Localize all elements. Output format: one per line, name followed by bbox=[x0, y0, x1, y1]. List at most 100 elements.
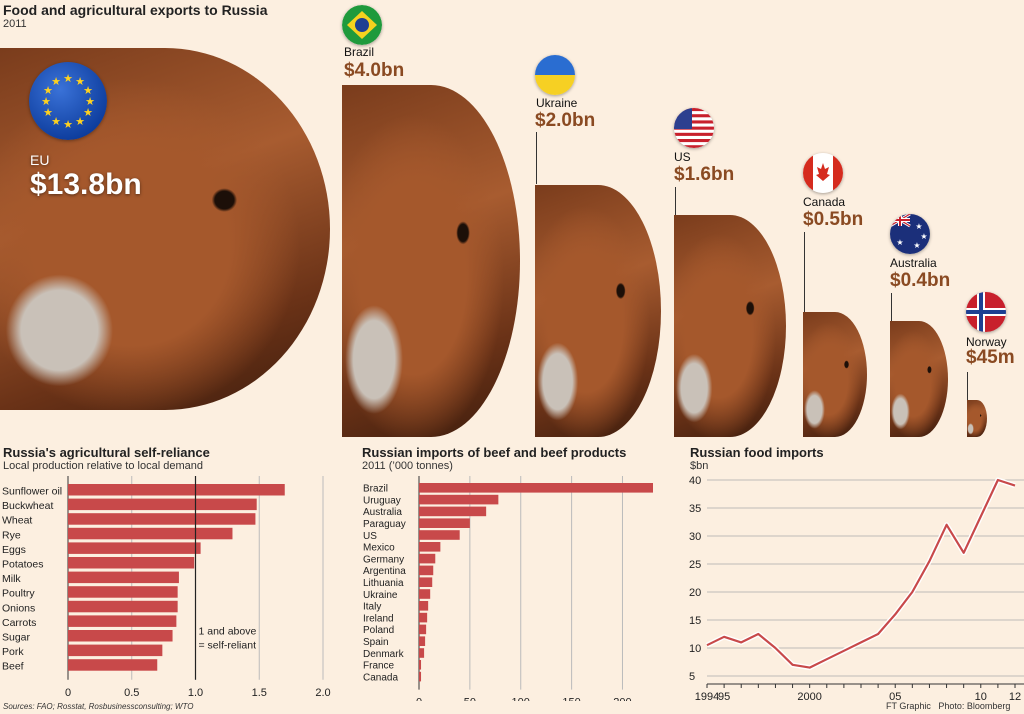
category-label: Sugar bbox=[2, 632, 31, 644]
exporter-name-eu: EU bbox=[30, 152, 50, 168]
chart2-title: Russian imports of beef and beef product… bbox=[362, 445, 627, 460]
category-label: Italy bbox=[363, 602, 381, 613]
exporter-value-eu: $13.8bn bbox=[30, 168, 142, 201]
bar bbox=[419, 589, 431, 599]
category-label: Wheat bbox=[2, 515, 32, 527]
category-label: Ukraine bbox=[363, 590, 398, 601]
y-tick-label: 10 bbox=[689, 643, 701, 655]
exporter-value-us: $1.6bn bbox=[674, 164, 735, 185]
chart1-subtitle: Local production relative to local deman… bbox=[3, 460, 203, 472]
us-leader-line bbox=[675, 187, 676, 215]
bar bbox=[419, 506, 487, 517]
category-label: Carrots bbox=[2, 617, 36, 629]
x-tick-label: 95 bbox=[718, 691, 730, 702]
category-label: Sunflower oil bbox=[2, 486, 62, 498]
page-title: Food and agricultural exports to Russia bbox=[3, 2, 268, 18]
brazil-flag-icon bbox=[342, 5, 382, 45]
bar bbox=[68, 527, 233, 540]
bar bbox=[68, 630, 173, 642]
bar bbox=[68, 600, 178, 613]
chart1-title: Russia's agricultural self-reliance bbox=[3, 445, 210, 460]
x-tick-label: 200 bbox=[613, 697, 631, 701]
category-label: Canada bbox=[363, 672, 398, 683]
x-tick-label: 150 bbox=[562, 697, 580, 701]
category-label: Uruguay bbox=[363, 495, 401, 506]
category-label: Milk bbox=[2, 573, 21, 585]
exporter-name-us: US bbox=[674, 150, 691, 164]
australia-photo-wedge bbox=[890, 321, 948, 437]
category-label: Australia bbox=[363, 507, 402, 518]
svg-text:★: ★ bbox=[43, 85, 53, 97]
x-tick-label: 0 bbox=[416, 697, 422, 701]
australia-flag-icon: ★ ★ ★ ★ bbox=[890, 214, 930, 254]
category-label: US bbox=[363, 531, 377, 542]
svg-text:★: ★ bbox=[83, 107, 93, 119]
svg-text:★: ★ bbox=[915, 222, 922, 231]
svg-text:★: ★ bbox=[75, 76, 85, 88]
norway-leader-line bbox=[967, 372, 968, 400]
x-tick-label: 1.5 bbox=[252, 687, 267, 699]
category-label: Mexico bbox=[363, 543, 395, 554]
chart3-ylabel: $bn bbox=[690, 460, 709, 472]
australia-leader-line bbox=[891, 293, 892, 321]
svg-text:★: ★ bbox=[85, 96, 95, 108]
category-label: Argentina bbox=[363, 566, 406, 577]
exporter-name-canada: Canada bbox=[803, 195, 846, 209]
annotation-line-2: = self-reliant bbox=[199, 640, 257, 652]
svg-text:★: ★ bbox=[75, 116, 85, 128]
x-tick-label: 100 bbox=[512, 697, 530, 701]
bar bbox=[68, 586, 178, 598]
exporter-name-australia: Australia bbox=[890, 256, 937, 270]
category-label: Pork bbox=[2, 646, 24, 658]
bar bbox=[419, 518, 470, 528]
eu-flag-icon: ★ ★ ★ ★ ★ ★ ★ ★ ★ ★ ★ ★ bbox=[29, 62, 107, 140]
annotation-line-1: 1 and above bbox=[199, 626, 257, 638]
bar bbox=[68, 484, 285, 496]
bar bbox=[419, 483, 653, 493]
exporter-value-brazil: $4.0bn bbox=[344, 60, 405, 81]
y-tick-label: 30 bbox=[689, 531, 701, 543]
y-tick-label: 5 bbox=[689, 671, 695, 683]
canada-flag-icon bbox=[803, 153, 843, 193]
category-label: Rye bbox=[2, 529, 21, 541]
y-tick-label: 35 bbox=[689, 503, 701, 515]
bar bbox=[68, 498, 257, 511]
chart2-subtitle: 2011 (’000 tonnes) bbox=[362, 460, 453, 472]
series-line bbox=[706, 478, 1016, 669]
category-label: Buckwheat bbox=[2, 500, 53, 512]
canada-leader-line bbox=[804, 232, 805, 312]
svg-text:★: ★ bbox=[51, 116, 61, 128]
svg-text:★: ★ bbox=[83, 85, 93, 97]
norway-flag-icon bbox=[966, 292, 1006, 332]
bar bbox=[419, 553, 436, 564]
bar bbox=[68, 557, 195, 569]
x-tick-label: 2000 bbox=[797, 691, 821, 702]
self-reliance-chart: 0 0.5 1.0 1.5 2.0 Sunflower oil Buckwheat Wheat… bbox=[2, 476, 331, 699]
bar bbox=[419, 660, 422, 670]
y-tick-label: 20 bbox=[689, 587, 701, 599]
category-label: Spain bbox=[363, 637, 389, 648]
svg-text:★: ★ bbox=[63, 73, 73, 85]
bar bbox=[419, 565, 434, 576]
ukraine-flag-icon bbox=[535, 55, 575, 95]
bar bbox=[419, 636, 426, 646]
category-label: Eggs bbox=[2, 544, 26, 556]
bar bbox=[419, 624, 427, 635]
chart3-title: Russian food imports bbox=[690, 445, 824, 460]
page-year: 2011 bbox=[3, 18, 27, 30]
x-tick-label: 10 bbox=[975, 691, 987, 702]
exporter-value-norway: $45m bbox=[966, 347, 1015, 368]
x-tick-label: 12 bbox=[1009, 691, 1021, 702]
bar bbox=[419, 601, 429, 611]
x-tick-label: 50 bbox=[464, 697, 476, 701]
sources-note: Sources: FAO; Rosstat, Rosbusinessconsul… bbox=[3, 702, 194, 711]
exporter-name-ukraine: Ukraine bbox=[536, 96, 578, 110]
x-tick-label: 1.0 bbox=[188, 687, 203, 699]
category-label: Beef bbox=[2, 661, 24, 673]
category-label: Ireland bbox=[363, 613, 394, 624]
ukraine-leader-line bbox=[536, 132, 537, 184]
exporter-name-brazil: Brazil bbox=[344, 45, 375, 59]
ukraine-photo-wedge bbox=[535, 185, 661, 437]
svg-text:★: ★ bbox=[63, 119, 73, 131]
